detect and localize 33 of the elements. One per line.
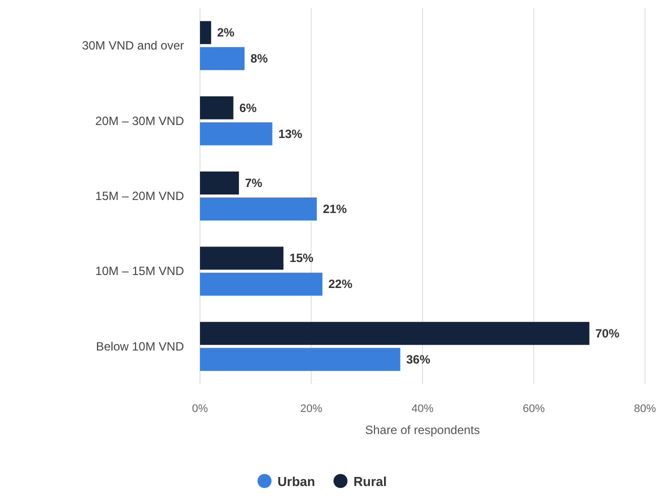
y-tick-label: 30M VND and over — [82, 38, 184, 53]
y-tick-label: 10M – 15M VND — [95, 264, 184, 278]
x-tick-label: 40% — [411, 403, 434, 415]
x-axis-title: Share of respondents — [365, 423, 480, 437]
text: 70% — [595, 326, 620, 340]
text: 15% — [289, 251, 314, 266]
legend-label: Rural — [354, 474, 387, 489]
y-tick-label: 15M – 20M VND — [95, 189, 184, 203]
bar — [200, 322, 590, 345]
y-tick-label: Below 10M VND — [96, 339, 184, 354]
text: 36% — [406, 352, 430, 366]
x-tick-label: 0% — [192, 403, 208, 415]
bar — [200, 246, 284, 270]
legend-label: Urban — [278, 474, 316, 489]
text: 21% — [322, 202, 347, 216]
bar — [200, 172, 239, 194]
x-tick-label: 60% — [522, 403, 545, 415]
text: 13% — [278, 126, 302, 141]
y-tick-label: 20M – 30M VND — [95, 114, 184, 128]
bar — [200, 21, 212, 44]
text: 6% — [239, 100, 257, 115]
text: 7% — [244, 176, 262, 190]
text: 8% — [250, 52, 268, 66]
bar — [200, 198, 317, 220]
bar — [200, 96, 234, 120]
x-tick-label: 20% — [300, 403, 322, 415]
bar — [200, 47, 244, 70]
text: 22% — [328, 277, 352, 292]
text: 2% — [217, 26, 234, 40]
bar — [200, 348, 400, 371]
bar — [200, 122, 272, 146]
x-tick-label: 80% — [634, 403, 656, 415]
bar — [200, 272, 322, 296]
